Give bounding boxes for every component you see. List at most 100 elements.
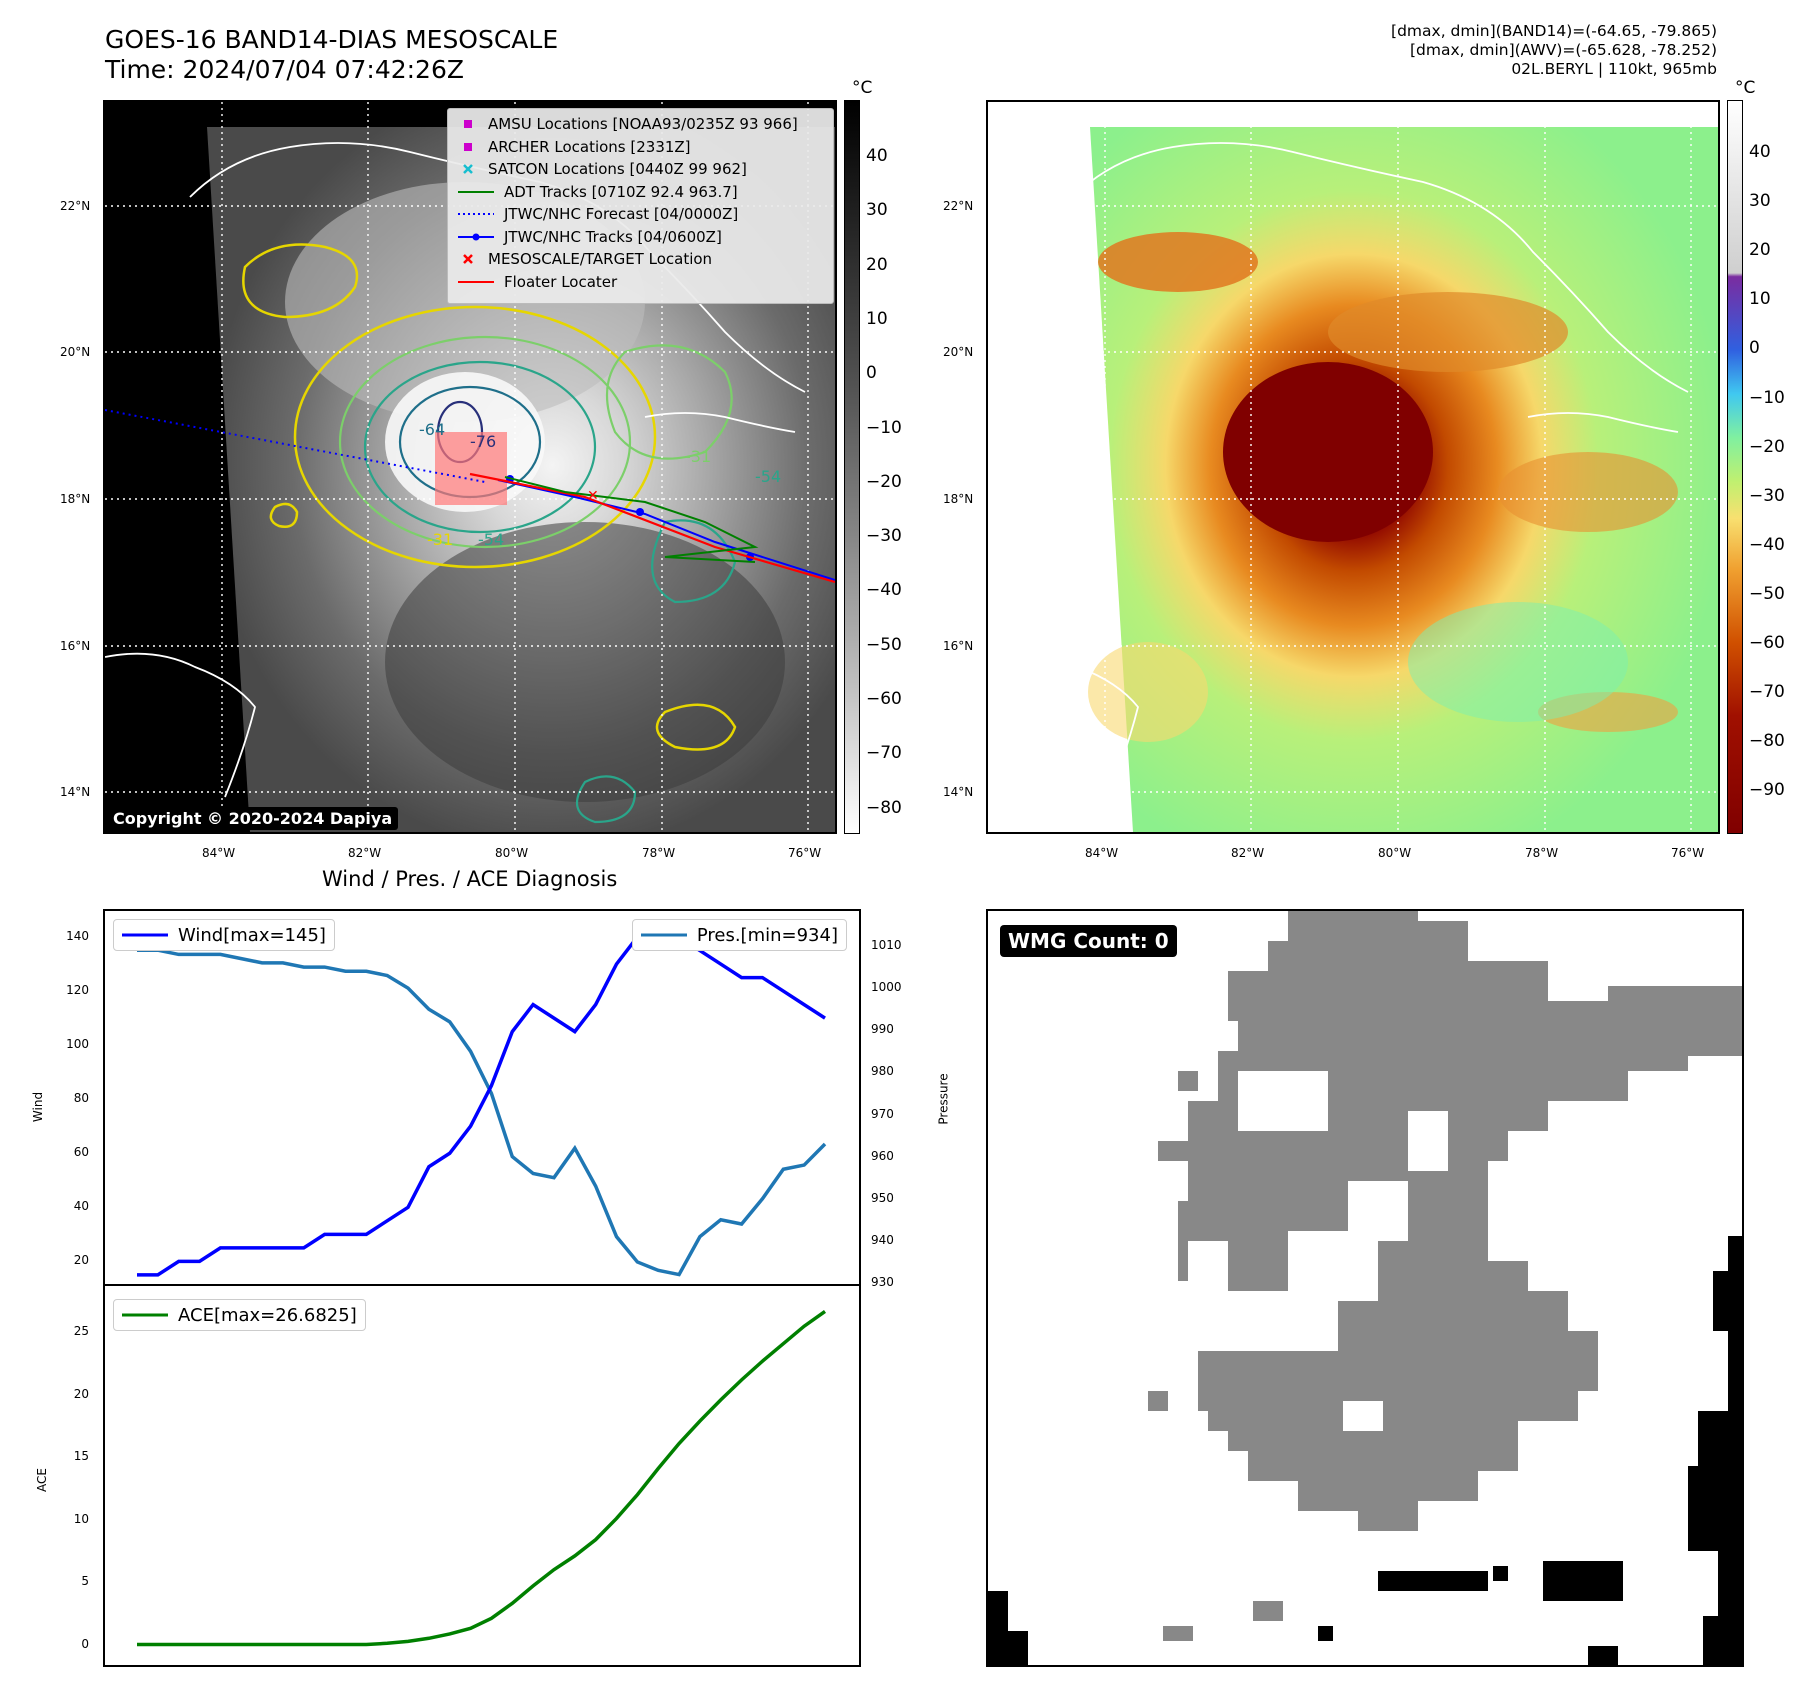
ace-axis-label: ACE bbox=[34, 1468, 49, 1492]
lat-label: 22°N bbox=[60, 199, 91, 213]
lon-label: 76°W bbox=[788, 846, 822, 860]
info-line-1: [dmax, dmin](BAND14)=(-64.65, -79.865) bbox=[1391, 22, 1717, 40]
colorbar-right-tick: −90 bbox=[1749, 780, 1785, 801]
awv-map-image bbox=[988, 102, 1718, 832]
wind-tick-label: 80 bbox=[73, 1091, 89, 1106]
pressure-tick-label: 970 bbox=[871, 1106, 894, 1121]
wind-pres-axes-frame bbox=[103, 909, 861, 1286]
pressure-tick-label: 930 bbox=[871, 1275, 894, 1289]
pressure-tick-label: 980 bbox=[871, 1064, 894, 1079]
colorbar-left-unit: °C bbox=[852, 78, 873, 98]
colorbar-right-tick: 40 bbox=[1749, 142, 1771, 162]
legend-row-amsu: AMSU Locations [NOAA93/0235Z 93 966] bbox=[448, 113, 833, 136]
colorbar-left-tick: 0 bbox=[866, 363, 877, 384]
wind-axis-label: Wind bbox=[31, 1091, 46, 1123]
wind-legend: Wind[max=145] bbox=[113, 919, 335, 951]
colorbar-right bbox=[1727, 100, 1743, 834]
legend-label: AMSU Locations [NOAA93/0235Z 93 966] bbox=[488, 115, 798, 134]
wind-tick-label: 100 bbox=[66, 1037, 89, 1052]
lat-label: 18°N bbox=[60, 492, 91, 506]
info-line-2: [dmax, dmin](AWV)=(-65.628, -78.252) bbox=[1410, 41, 1717, 59]
legend-row-archer: ARCHER Locations [2331Z] bbox=[448, 136, 833, 159]
lon-label: 78°W bbox=[642, 846, 676, 860]
colorbar-right-tick: 0 bbox=[1749, 338, 1760, 359]
cyan-x-marker-icon bbox=[463, 164, 473, 175]
lon-label: 82°W bbox=[348, 846, 382, 860]
ace-tick-label: 15 bbox=[73, 1449, 89, 1464]
wmg-mask-image bbox=[988, 911, 1742, 1665]
pressure-series-line bbox=[137, 948, 827, 1277]
colorbar-right-unit: °C bbox=[1735, 78, 1756, 98]
legend-row-floater: Floater Locater bbox=[448, 271, 833, 294]
track-legend: AMSU Locations [NOAA93/0235Z 93 966] ARC… bbox=[447, 108, 834, 304]
ace-series-line bbox=[137, 1310, 827, 1647]
lat-label: 18°N bbox=[943, 492, 974, 506]
ace-line-icon bbox=[122, 1313, 168, 1317]
magenta-square-marker-icon bbox=[464, 142, 472, 151]
lon-label: 84°W bbox=[202, 846, 236, 860]
lon-label: 84°W bbox=[1085, 846, 1119, 860]
contour-label: -31 bbox=[427, 530, 453, 549]
contour-label: -54 bbox=[478, 530, 504, 549]
pressure-tick-label: 990 bbox=[871, 1022, 894, 1037]
lat-label: 16°N bbox=[943, 639, 974, 653]
legend-row-forecast: JTWC/NHC Forecast [04/0000Z] bbox=[448, 203, 833, 226]
wmg-count-badge: WMG Count: 0 bbox=[1000, 925, 1177, 957]
pres-legend-label: Pres.[min=934] bbox=[696, 924, 838, 946]
wind-line-icon bbox=[122, 933, 168, 937]
ace-axes-frame bbox=[103, 1284, 861, 1667]
awv-map-panel bbox=[986, 100, 1720, 834]
pres-legend: Pres.[min=934] bbox=[631, 919, 847, 951]
legend-label: SATCON Locations [0440Z 99 962] bbox=[488, 160, 747, 179]
legend-row-adt: ADT Tracks [0710Z 92.4 963.7] bbox=[448, 181, 833, 204]
legend-label: JTWC/NHC Forecast [04/0000Z] bbox=[504, 205, 739, 224]
colorbar-left-tick: −10 bbox=[866, 417, 902, 438]
pressure-tick-label: 960 bbox=[871, 1148, 894, 1163]
wind-series-line bbox=[137, 921, 826, 1277]
pressure-tick-label: 950 bbox=[871, 1190, 894, 1205]
diagnosis-title: Wind / Pres. / ACE Diagnosis bbox=[322, 867, 618, 891]
lon-label: 80°W bbox=[1378, 846, 1412, 860]
legend-row-target: MESOSCALE/TARGET Location bbox=[448, 248, 833, 271]
colorbar-left-tick: −70 bbox=[866, 743, 902, 764]
blue-dot-line-icon bbox=[458, 233, 494, 241]
colorbar-right-tick: −70 bbox=[1749, 682, 1785, 703]
lon-label: 78°W bbox=[1525, 846, 1559, 860]
colorbar-right-tick: 10 bbox=[1749, 289, 1771, 310]
magenta-square-marker-icon bbox=[464, 120, 472, 129]
ace-legend-label: ACE[max=26.6825] bbox=[178, 1304, 357, 1326]
colorbar-left-tick: 30 bbox=[866, 200, 888, 221]
figure-title-line1: GOES-16 BAND14-DIAS MESOSCALE bbox=[105, 25, 559, 54]
colorbar-left-tick: −40 bbox=[866, 580, 902, 601]
lat-label: 14°N bbox=[60, 785, 91, 799]
pressure-tick-label: 1010 bbox=[871, 938, 902, 952]
colorbar-left-tick: 40 bbox=[866, 146, 888, 166]
blue-dotted-line-icon bbox=[458, 213, 494, 216]
legend-label: ADT Tracks [0710Z 92.4 963.7] bbox=[504, 182, 738, 201]
figure-title-line2: Time: 2024/07/04 07:42:26Z bbox=[105, 55, 464, 84]
colorbar-left-tick: −30 bbox=[866, 526, 902, 547]
colorbar-right-tick: 20 bbox=[1749, 240, 1771, 261]
lon-label: 80°W bbox=[495, 846, 529, 860]
colorbar-left-tick: 10 bbox=[866, 308, 888, 329]
colorbar-right-tick: −10 bbox=[1749, 387, 1785, 408]
contour-label: -54 bbox=[755, 467, 781, 486]
colorbar-left-tick: −80 bbox=[866, 797, 902, 818]
green-line-icon bbox=[458, 190, 494, 193]
ace-tick-label: 25 bbox=[73, 1324, 89, 1339]
ace-tick-label: 20 bbox=[73, 1386, 89, 1401]
legend-row-satcon: SATCON Locations [0440Z 99 962] bbox=[448, 158, 833, 181]
svg-text:✕: ✕ bbox=[587, 488, 599, 504]
legend-label: JTWC/NHC Tracks [04/0600Z] bbox=[504, 227, 722, 246]
pressure-tick-label: 940 bbox=[871, 1232, 894, 1247]
colorbar-right-tick: −40 bbox=[1749, 534, 1785, 555]
legend-label: MESOSCALE/TARGET Location bbox=[488, 250, 713, 269]
pressure-tick-label: 1000 bbox=[871, 980, 902, 995]
diagnosis-chart: Wind[max=145] Pres.[min=934] ACE[max=26.… bbox=[103, 909, 861, 1667]
pressure-axis-label: Pressure bbox=[936, 1073, 951, 1125]
red-line-icon bbox=[458, 280, 494, 283]
lat-label: 22°N bbox=[943, 199, 974, 213]
wind-tick-label: 20 bbox=[73, 1253, 89, 1268]
lon-label: 82°W bbox=[1231, 846, 1265, 860]
colorbar-left-tick: 20 bbox=[866, 254, 888, 275]
